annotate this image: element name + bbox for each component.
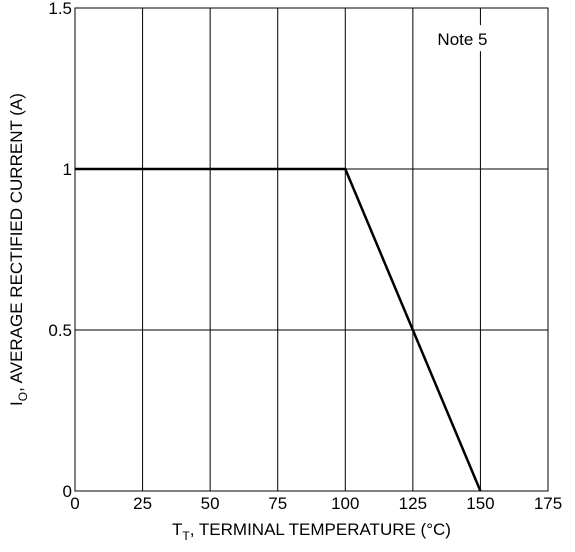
series-layer [75, 167, 482, 492]
y-axis-label-sub: O [16, 392, 30, 401]
x-axis-label-main: T [172, 520, 182, 539]
y-axis-label: IO, AVERAGE RECTIFIED CURRENT (A) [7, 93, 30, 406]
x-tick-label: 175 [534, 494, 562, 513]
x-tick-label: 0 [70, 494, 79, 513]
y-tick-label: 1 [63, 160, 72, 179]
x-axis-label-sub: T [182, 529, 190, 543]
x-tick-label: 100 [331, 494, 359, 513]
y-tick-label: 1.5 [48, 0, 72, 18]
x-tick-label: 125 [399, 494, 427, 513]
annotations: Note 5 [430, 25, 519, 52]
y-axis-label-rest: , AVERAGE RECTIFIED CURRENT (A) [7, 93, 26, 392]
plot-area-frame [74, 7, 549, 492]
grid-lines [75, 8, 548, 491]
y-tick-label: 0.5 [48, 321, 72, 340]
x-axis-label: TT, TERMINAL TEMPERATURE (°C) [172, 520, 451, 543]
y-tick-label: 0 [63, 482, 72, 501]
x-tick-label: 25 [133, 494, 152, 513]
x-tick-label: 50 [201, 494, 220, 513]
y-axis-label-main: I [7, 401, 26, 406]
tick-labels: 0 25 50 75 100 125 150 175 0 0.5 1 1.5 [48, 0, 562, 513]
x-axis-label-rest: , TERMINAL TEMPERATURE (°C) [190, 520, 451, 539]
note-background [430, 25, 519, 52]
note-label: Note 5 [437, 30, 487, 49]
x-tick-label: 150 [466, 494, 494, 513]
series-line-0 [75, 167, 482, 492]
x-tick-label: 75 [268, 494, 287, 513]
